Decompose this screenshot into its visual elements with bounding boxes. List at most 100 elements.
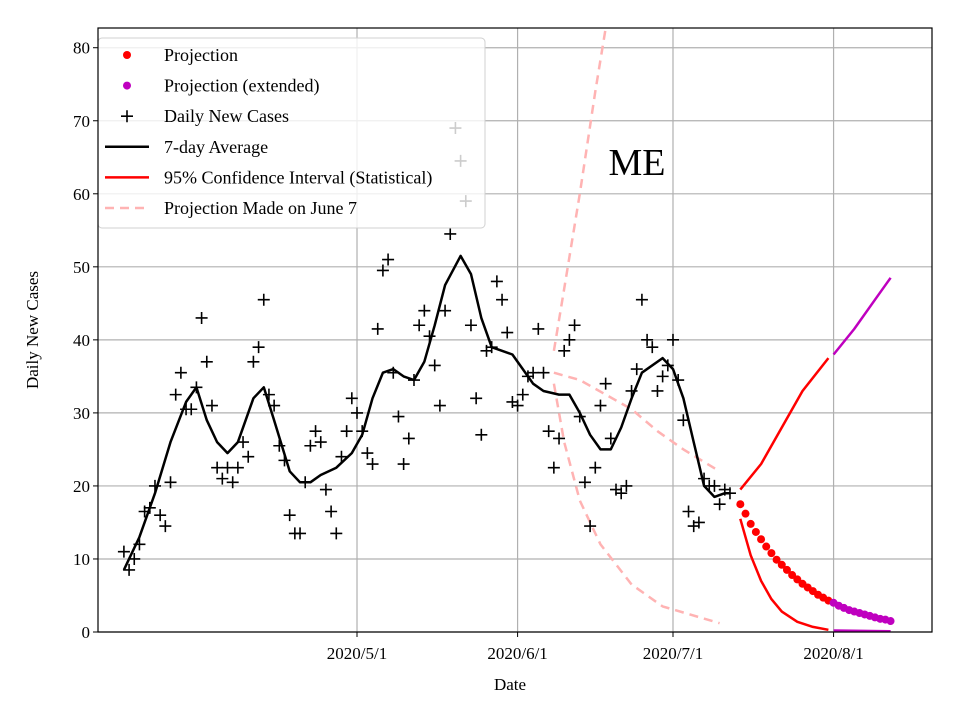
daily-new-cases-point xyxy=(635,293,648,306)
legend-item: Daily New Cases xyxy=(121,106,289,126)
daily-new-cases-point xyxy=(501,326,514,339)
daily-new-cases-point xyxy=(594,399,607,412)
daily-new-cases-point xyxy=(205,399,218,412)
daily-new-cases-point xyxy=(382,253,395,266)
ci-lower-line xyxy=(739,518,829,632)
daily-new-cases-point xyxy=(646,341,659,354)
daily-new-cases-point xyxy=(200,355,213,368)
daily-new-cases-point xyxy=(185,403,198,416)
daily-new-cases-point xyxy=(221,461,234,474)
daily-new-cases-point xyxy=(231,461,244,474)
y-tick-label: 0 xyxy=(82,623,91,642)
x-tick-label: 2020/8/1 xyxy=(803,644,863,663)
daily-new-cases-point xyxy=(319,483,332,496)
projection-point xyxy=(751,527,760,536)
daily-new-cases-point xyxy=(464,319,477,332)
daily-new-cases-point xyxy=(117,545,130,558)
legend-dot-icon xyxy=(123,51,131,59)
legend-item: Projection (extended) xyxy=(123,76,319,97)
daily-new-cases-point xyxy=(345,392,358,405)
daily-new-cases-point xyxy=(174,366,187,379)
legend: Projection Projection (extended) Daily New… xyxy=(97,37,486,229)
daily-new-cases-point xyxy=(439,304,452,317)
daily-new-cases-point xyxy=(392,410,405,423)
daily-new-cases-point xyxy=(641,333,654,346)
daily-new-cases-point xyxy=(542,425,555,438)
legend-item: 7-day Average xyxy=(105,137,268,157)
daily-new-cases-point xyxy=(402,432,415,445)
ci-upper-line xyxy=(739,357,830,491)
projection-point xyxy=(772,555,781,564)
daily-new-cases-point xyxy=(211,461,224,474)
daily-new-cases-point xyxy=(247,355,260,368)
daily-new-cases-point xyxy=(418,304,431,317)
legend-label: 95% Confidence Interval (Statistical) xyxy=(164,167,432,188)
daily-new-cases-point xyxy=(584,520,597,533)
daily-new-cases-point xyxy=(169,388,182,401)
daily-new-cases-point xyxy=(376,264,389,277)
daily-new-cases-point xyxy=(532,322,545,335)
daily-new-cases-point xyxy=(252,341,265,354)
legend-item: Projection xyxy=(123,45,238,65)
daily-new-cases-point xyxy=(159,520,172,533)
legend-label: Projection Made on June 7 xyxy=(164,198,357,218)
daily-new-cases-point xyxy=(371,322,384,335)
daily-new-cases-point xyxy=(257,293,270,306)
daily-new-cases-point xyxy=(692,516,705,529)
daily-new-cases-point xyxy=(195,311,208,324)
daily-new-cases-point xyxy=(589,461,602,474)
projection-point xyxy=(762,542,771,551)
june7-projection-lower-line xyxy=(552,383,720,625)
daily-new-cases-point xyxy=(226,476,239,489)
axis-ticks: 0 10 20 30 40 50 60 70 80 2020/5/1 2020/6/1 2020/7/… xyxy=(73,39,864,663)
projection-point xyxy=(777,560,786,569)
y-tick-label: 10 xyxy=(73,550,90,569)
x-tick-label: 2020/7/1 xyxy=(643,644,703,663)
projection-point xyxy=(746,519,755,528)
daily-new-cases-point xyxy=(563,333,576,346)
projection-point xyxy=(782,565,791,574)
daily-new-cases-point xyxy=(314,436,327,449)
daily-new-cases-point xyxy=(511,399,524,412)
projection-point xyxy=(736,500,745,509)
plot-marks xyxy=(117,28,895,632)
daily-new-cases-point xyxy=(651,384,664,397)
plot-frame xyxy=(97,27,933,633)
y-tick-label: 30 xyxy=(73,404,90,423)
daily-new-cases-point xyxy=(304,439,317,452)
x-tick-label: 2020/6/1 xyxy=(487,644,547,663)
daily-new-cases-point xyxy=(578,476,591,489)
daily-new-cases-point xyxy=(470,392,483,405)
y-tick-label: 20 xyxy=(73,477,90,496)
daily-new-cases-point xyxy=(537,366,550,379)
daily-new-cases-point xyxy=(599,377,612,390)
june7-projection-center-line xyxy=(553,371,721,473)
y-tick-label: 70 xyxy=(73,112,90,131)
june7-projection-upper-line xyxy=(552,28,607,352)
legend-dot-icon xyxy=(123,81,131,90)
daily-new-cases-point xyxy=(351,406,364,419)
daily-new-cases-point xyxy=(283,509,296,522)
projection-point xyxy=(741,509,750,518)
y-tick-label: 40 xyxy=(73,331,90,350)
daily-new-cases-point xyxy=(309,425,322,438)
daily-new-cases-point xyxy=(154,509,167,522)
y-tick-label: 50 xyxy=(73,258,90,277)
projection-point xyxy=(767,549,776,558)
x-tick-label: 2020/5/1 xyxy=(327,644,387,663)
daily-new-cases-point xyxy=(242,450,255,463)
daily-new-cases-point xyxy=(553,432,566,445)
daily-new-cases-point xyxy=(568,319,581,332)
daily-new-cases-point xyxy=(325,505,338,518)
daily-new-cases-point xyxy=(216,472,229,485)
chart-annotation: ME xyxy=(609,142,666,184)
daily-new-cases-point xyxy=(516,388,529,401)
daily-new-cases-point xyxy=(340,425,353,438)
legend-label: Projection xyxy=(164,45,238,65)
ci-lower-extended-line xyxy=(833,629,891,632)
daily-new-cases-point xyxy=(656,370,669,383)
daily-new-cases-point xyxy=(527,366,540,379)
projection-extended-point xyxy=(886,617,895,626)
legend-label: Projection (extended) xyxy=(164,76,319,97)
